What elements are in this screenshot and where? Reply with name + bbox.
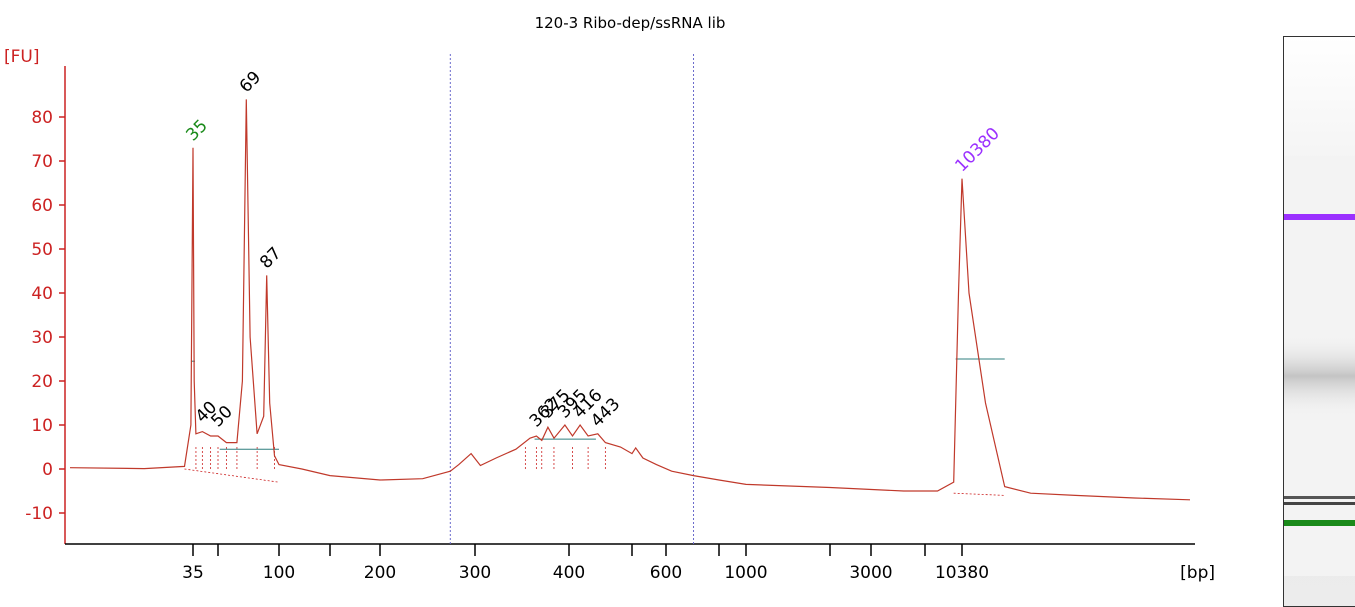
x-tick-label: 1000 bbox=[724, 563, 767, 583]
gel-band-dark-1 bbox=[1284, 496, 1355, 499]
x-tick-label: 10380 bbox=[935, 563, 989, 583]
x-tick-label: 35 bbox=[182, 563, 204, 583]
y-axis-label: [FU] bbox=[4, 47, 40, 67]
upper-marker-label: 10380 bbox=[951, 124, 1003, 176]
series-line bbox=[69, 99, 1191, 501]
x-tick-label: 200 bbox=[364, 563, 396, 583]
gel-upper-marker-band bbox=[1284, 214, 1355, 220]
chart-title: 120-3 Ribo-dep/ssRNA lib bbox=[535, 14, 726, 32]
gel-lane-image bbox=[1283, 36, 1355, 607]
y-tick-label: -10 bbox=[25, 504, 53, 524]
x-tick-label: 300 bbox=[459, 563, 491, 583]
peak-label: 87 bbox=[256, 243, 285, 272]
plot-area: -10 0 10 20 30 40 50 60 70 80 [FU] 35 100 200 300 400 60… bbox=[4, 47, 1215, 583]
gel-smear-band bbox=[1284, 336, 1355, 416]
x-tick-label: 3000 bbox=[849, 563, 892, 583]
peak-label: 69 bbox=[236, 67, 265, 96]
lower-marker-label: 35 bbox=[182, 116, 211, 145]
y-tick-label: 20 bbox=[31, 372, 53, 392]
y-tick-label: 10 bbox=[31, 416, 53, 436]
baseline-dotted-left bbox=[184, 468, 280, 483]
gel-lower-marker-band bbox=[1284, 520, 1355, 526]
y-tick-label: 50 bbox=[31, 240, 53, 260]
y-tick-label: 40 bbox=[31, 284, 53, 304]
electropherogram-chart: 120-3 Ribo-dep/ssRNA lib -10 0 10 20 30 40 50 6… bbox=[4, 14, 1215, 583]
x-axis-label: [bp] bbox=[1180, 563, 1215, 583]
x-tick-label: 400 bbox=[553, 563, 585, 583]
baseline-dotted-right bbox=[953, 492, 1005, 496]
y-tick-label: 60 bbox=[31, 196, 53, 216]
y-tick-label: 30 bbox=[31, 328, 53, 348]
y-tick-label: 0 bbox=[42, 460, 53, 480]
y-tick-label: 80 bbox=[31, 108, 53, 128]
gel-band-dark-2 bbox=[1284, 502, 1355, 505]
y-tick-label: 70 bbox=[31, 152, 53, 172]
x-tick-label: 600 bbox=[650, 563, 682, 583]
x-tick-label: 100 bbox=[263, 563, 295, 583]
